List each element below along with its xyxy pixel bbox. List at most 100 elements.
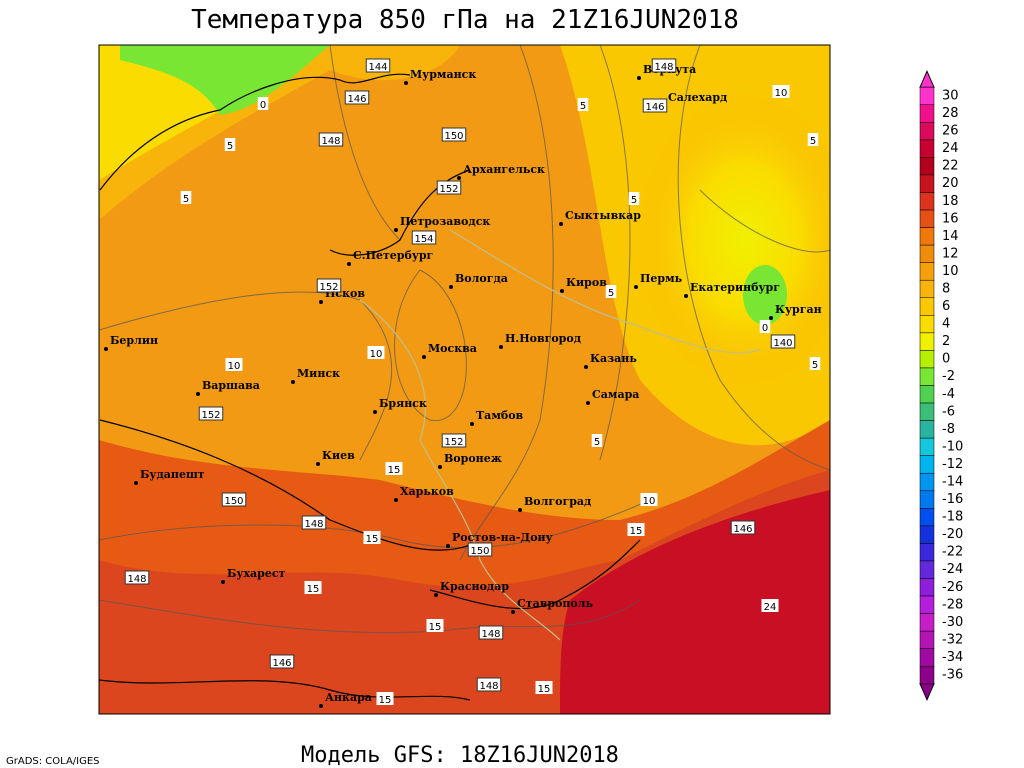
city-dot — [404, 81, 408, 85]
contour-label-box — [627, 523, 645, 536]
city-dot — [499, 345, 503, 349]
contour-label: 148 — [304, 519, 323, 530]
city-label: Краснодар — [440, 580, 509, 593]
contour-label: 150 — [444, 131, 463, 142]
contour-label-box — [605, 285, 617, 298]
city-label: Сыктывкар — [565, 209, 641, 222]
contour-label: 150 — [470, 546, 489, 557]
contour-label-box — [436, 180, 462, 195]
contour-label: 10 — [643, 496, 656, 507]
colorbar-label: 14 — [942, 229, 959, 244]
city-label: Киев — [322, 449, 355, 462]
contour-label-box — [591, 434, 603, 447]
colorbar-label: 10 — [942, 264, 959, 279]
colorbar-label: -8 — [942, 422, 955, 437]
city-label: Самара — [592, 388, 639, 401]
city-layer: МурманскВоркутаСалехардАрхангельскПетроз… — [104, 63, 822, 708]
colorbar-label: -32 — [942, 632, 963, 647]
colorbar-swatch — [919, 262, 935, 281]
colorbar-swatch — [919, 665, 935, 685]
city-dot — [422, 355, 426, 359]
colorbar-swatch — [919, 455, 935, 474]
city-label: Минск — [297, 367, 340, 380]
city-dot — [319, 300, 323, 304]
colorbar-label: -36 — [942, 668, 963, 683]
colorbar-swatch — [919, 367, 935, 386]
contour-label-box — [730, 520, 756, 535]
contour-label-box — [385, 462, 403, 475]
city-label: Курган — [775, 303, 822, 316]
city-dot — [196, 392, 200, 396]
contour-label-box — [772, 85, 790, 98]
colorbar-swatch — [919, 350, 935, 369]
city-label: Екатеринбург — [690, 281, 780, 294]
contour-label: 148 — [127, 574, 146, 585]
contour-label: 146 — [733, 524, 752, 535]
model-info: Модель GFS: 18Z16JUN2018 — [301, 743, 619, 768]
colorbar-label: -28 — [942, 597, 963, 612]
colorbar-swatch — [919, 332, 935, 351]
colorbar-swatch — [919, 630, 935, 649]
city-dot — [319, 704, 323, 708]
colorbar-label: -18 — [942, 510, 963, 525]
contour-label-box — [224, 138, 236, 151]
city-label: Салехард — [668, 91, 727, 104]
colorbar-label: -26 — [942, 580, 963, 595]
map — [99, 45, 830, 714]
contour-label: 140 — [773, 338, 792, 349]
contour-label-box — [180, 191, 192, 204]
colorbar-label: 12 — [942, 246, 959, 261]
city-label: Волгоград — [524, 495, 591, 508]
colorbar-swatch — [919, 543, 935, 562]
contour-label: 15 — [379, 695, 392, 706]
colorbar-swatch — [919, 315, 935, 334]
colorbar-label: 22 — [942, 159, 959, 174]
colorbar-label: -4 — [942, 387, 955, 402]
colorbar-label: -12 — [942, 457, 963, 472]
colorbar-label: -6 — [942, 404, 955, 419]
contour-label-box — [269, 654, 295, 669]
contour-label: 148 — [479, 681, 498, 692]
colorbar-label: 2 — [942, 334, 950, 349]
colorbar-label: 28 — [942, 106, 959, 121]
city-label: Архангельск — [463, 163, 545, 176]
contour-label: 10 — [370, 349, 383, 360]
contour-label-box — [441, 433, 467, 448]
contour-label: 154 — [414, 234, 433, 245]
contour-label: 15 — [366, 534, 379, 545]
map-frame — [98, 44, 831, 715]
colorbar-label: -10 — [942, 439, 963, 454]
city-label: С.Петербург — [353, 249, 434, 262]
contour-label-box — [304, 581, 322, 594]
colorbar-swatch — [919, 648, 935, 667]
colorbar-swatch — [919, 420, 935, 439]
city-dot — [586, 401, 590, 405]
colorbar-swatch — [919, 437, 935, 456]
city-label: Н.Новгород — [505, 332, 581, 345]
contour-label: 5 — [594, 437, 600, 448]
city-dot — [316, 462, 320, 466]
contour-label: 0 — [762, 323, 768, 334]
contour-label-box — [478, 625, 504, 640]
contour-label-box — [467, 542, 493, 557]
contour-label: 146 — [645, 102, 664, 113]
contour-label-box — [577, 98, 589, 111]
colorbar-swatch — [919, 613, 935, 632]
colorbar-label: -30 — [942, 615, 963, 630]
colorbar-swatch — [919, 560, 935, 579]
colorbar-swatch — [919, 227, 935, 246]
city-dot — [470, 422, 474, 426]
city-dot — [134, 481, 138, 485]
contour-label-box — [411, 230, 437, 245]
colorbar-swatch — [919, 525, 935, 544]
city-dot — [104, 347, 108, 351]
contour-label: 5 — [608, 288, 614, 299]
contour-label-box — [221, 492, 247, 507]
contour-label-box — [376, 692, 394, 705]
colorbar-label: 26 — [942, 124, 959, 139]
contour-label: 15 — [388, 465, 401, 476]
contour-label-box — [761, 599, 779, 612]
contour-label-box — [365, 58, 391, 73]
